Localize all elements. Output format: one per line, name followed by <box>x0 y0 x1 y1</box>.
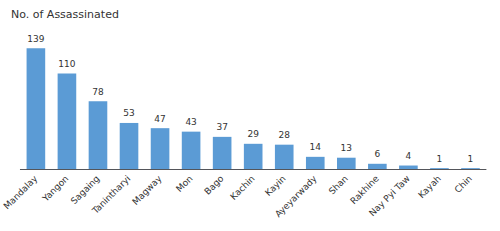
svg-text:13: 13 <box>341 143 352 153</box>
svg-text:6: 6 <box>374 149 380 159</box>
svg-text:No. of Assassinated: No. of Assassinated <box>11 8 119 21</box>
svg-text:1: 1 <box>468 154 474 164</box>
svg-text:47: 47 <box>154 114 165 124</box>
svg-text:Bago: Bago <box>202 173 225 196</box>
svg-text:29: 29 <box>247 129 259 139</box>
svg-text:Ayeyarwady: Ayeyarwady <box>273 173 319 219</box>
svg-text:110: 110 <box>58 59 75 69</box>
svg-text:Kayah: Kayah <box>416 173 443 200</box>
svg-text:Sagaing: Sagaing <box>68 173 102 207</box>
svg-text:Tanintharyi: Tanintharyi <box>90 173 133 216</box>
svg-text:Magway: Magway <box>130 173 164 207</box>
svg-text:37: 37 <box>216 122 227 132</box>
svg-text:28: 28 <box>278 130 290 140</box>
svg-text:Mandalay: Mandalay <box>2 173 40 211</box>
svg-text:78: 78 <box>92 87 104 97</box>
svg-text:Chin: Chin <box>453 173 474 194</box>
svg-text:53: 53 <box>123 108 134 118</box>
svg-text:139: 139 <box>27 34 44 44</box>
svg-text:43: 43 <box>185 117 196 127</box>
svg-text:1: 1 <box>437 154 443 164</box>
svg-text:Yangon: Yangon <box>40 173 71 204</box>
svg-text:Kayin: Kayin <box>263 173 288 198</box>
svg-text:4: 4 <box>406 151 412 161</box>
svg-text:Rakhine: Rakhine <box>348 173 381 207</box>
svg-text:Mon: Mon <box>174 173 194 193</box>
svg-text:14: 14 <box>310 142 322 152</box>
svg-text:Nay Pyi Taw: Nay Pyi Taw <box>367 173 412 218</box>
svg-text:Kachin: Kachin <box>228 173 256 201</box>
svg-text:Shan: Shan <box>327 173 350 196</box>
